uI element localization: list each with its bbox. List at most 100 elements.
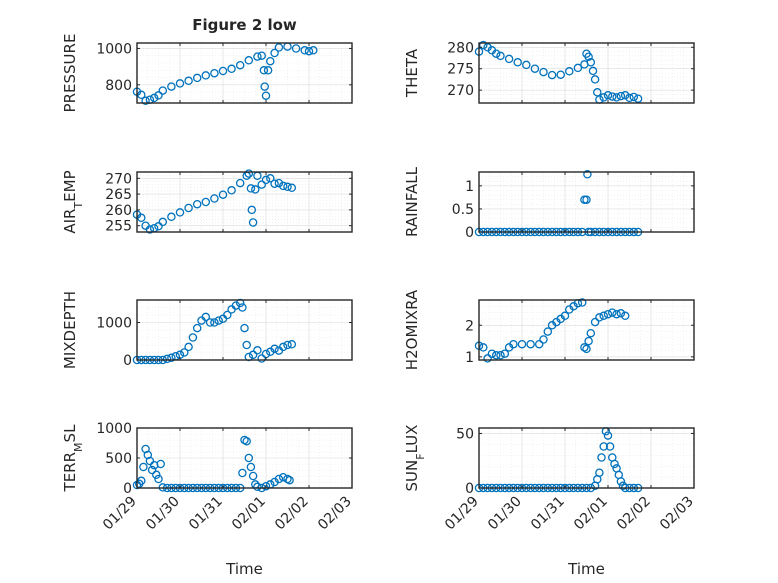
data-point <box>214 316 223 325</box>
data-point <box>491 49 501 58</box>
y-axis-label: THETA <box>403 48 421 98</box>
subplot-row4-left: 0 500 1000 TERRMSL 01/29 01/30 01/31 02/01 02/02… <box>61 421 355 533</box>
data-point <box>560 311 570 321</box>
y-tick-label: 270 <box>105 171 132 187</box>
data-point <box>556 70 565 79</box>
data-point <box>257 51 266 60</box>
data-point <box>599 93 608 102</box>
data-point <box>496 351 505 360</box>
y-tick-label: 1 <box>465 350 474 366</box>
x-tick-label: 01/29 <box>100 494 140 534</box>
data-point <box>509 339 518 349</box>
data-point <box>240 323 249 333</box>
data-point <box>141 96 150 106</box>
data-point <box>210 194 219 203</box>
data-point <box>309 46 318 55</box>
axes-box <box>478 42 695 104</box>
minor-grid <box>478 428 695 489</box>
data-point <box>283 340 292 350</box>
y-tick-label: 0 <box>465 481 474 497</box>
y-tick-label: 265 <box>105 187 132 203</box>
data-point <box>235 60 245 70</box>
axes-box <box>136 42 353 104</box>
data-point <box>192 73 202 83</box>
y-axis-label: RAINFALL <box>403 166 421 237</box>
data-point <box>253 346 262 355</box>
y-tick-label: 1000 <box>96 421 132 437</box>
data-point <box>565 67 574 76</box>
major-grid <box>478 43 695 103</box>
data-point <box>580 343 589 352</box>
data-point <box>223 310 232 320</box>
data-point <box>582 344 591 354</box>
y-tick-label: 270 <box>447 83 474 99</box>
data-point <box>238 303 247 312</box>
y-tick-label: 275 <box>447 62 474 78</box>
data-point <box>235 178 245 188</box>
data-point <box>261 481 271 491</box>
data-point <box>270 344 279 354</box>
y-tick-label: 800 <box>105 78 132 94</box>
y-tick-label: 0 <box>123 353 132 369</box>
axes-box <box>478 427 695 489</box>
data-point <box>260 82 269 91</box>
data-point <box>582 195 591 204</box>
data-point <box>504 54 514 64</box>
data-point <box>184 203 193 213</box>
subplot-row1-right: 270 275 280 THETA <box>403 40 695 104</box>
data-point <box>513 58 522 67</box>
axes-box <box>136 299 353 361</box>
data-point <box>616 91 626 101</box>
x-tick-label: 02/02 <box>272 494 312 534</box>
data-point <box>625 93 634 103</box>
data-point <box>274 474 284 484</box>
data-point <box>154 91 163 100</box>
y-tick-label: 1000 <box>96 316 132 332</box>
x-tick-label: 02/01 <box>229 494 269 534</box>
data-point <box>192 199 202 209</box>
data-point <box>608 92 617 101</box>
data-point <box>156 459 165 469</box>
data-point <box>145 456 155 466</box>
data-point <box>586 328 596 338</box>
data-point <box>633 94 643 103</box>
data-point <box>274 178 284 188</box>
x-tick-label: 01/31 <box>528 494 568 534</box>
data-point <box>603 91 613 100</box>
data-point <box>584 52 593 61</box>
x-axis-label-right: Time <box>567 560 605 578</box>
data-point <box>612 93 621 102</box>
y-axis-label: TERRMSL <box>61 424 85 493</box>
data-point <box>599 442 608 451</box>
data-point <box>620 311 630 321</box>
data-point <box>154 222 163 231</box>
data-point <box>248 471 258 481</box>
data-point <box>584 336 593 346</box>
axes-box <box>136 171 353 233</box>
data-point <box>261 175 271 185</box>
data-point <box>238 468 247 478</box>
data-point <box>487 349 497 358</box>
data-point <box>483 354 492 363</box>
data-point <box>283 182 292 192</box>
x-tick-label: 01/30 <box>143 494 183 534</box>
data-point <box>287 183 297 193</box>
data-point <box>218 190 228 199</box>
data-series <box>474 298 630 363</box>
data-point <box>590 317 600 327</box>
data-point <box>158 86 168 95</box>
data-point <box>175 79 185 88</box>
data-point <box>543 327 553 336</box>
data-point <box>147 465 157 475</box>
data-point <box>175 208 185 217</box>
y-tick-label: 1000 <box>96 41 132 57</box>
data-point <box>496 51 505 61</box>
y-tick-label: 0 <box>123 481 132 497</box>
data-point <box>167 212 176 222</box>
data-point <box>534 339 544 349</box>
data-point <box>612 309 621 319</box>
data-point <box>629 92 639 102</box>
minor-grid <box>136 299 353 361</box>
data-point <box>201 71 211 80</box>
